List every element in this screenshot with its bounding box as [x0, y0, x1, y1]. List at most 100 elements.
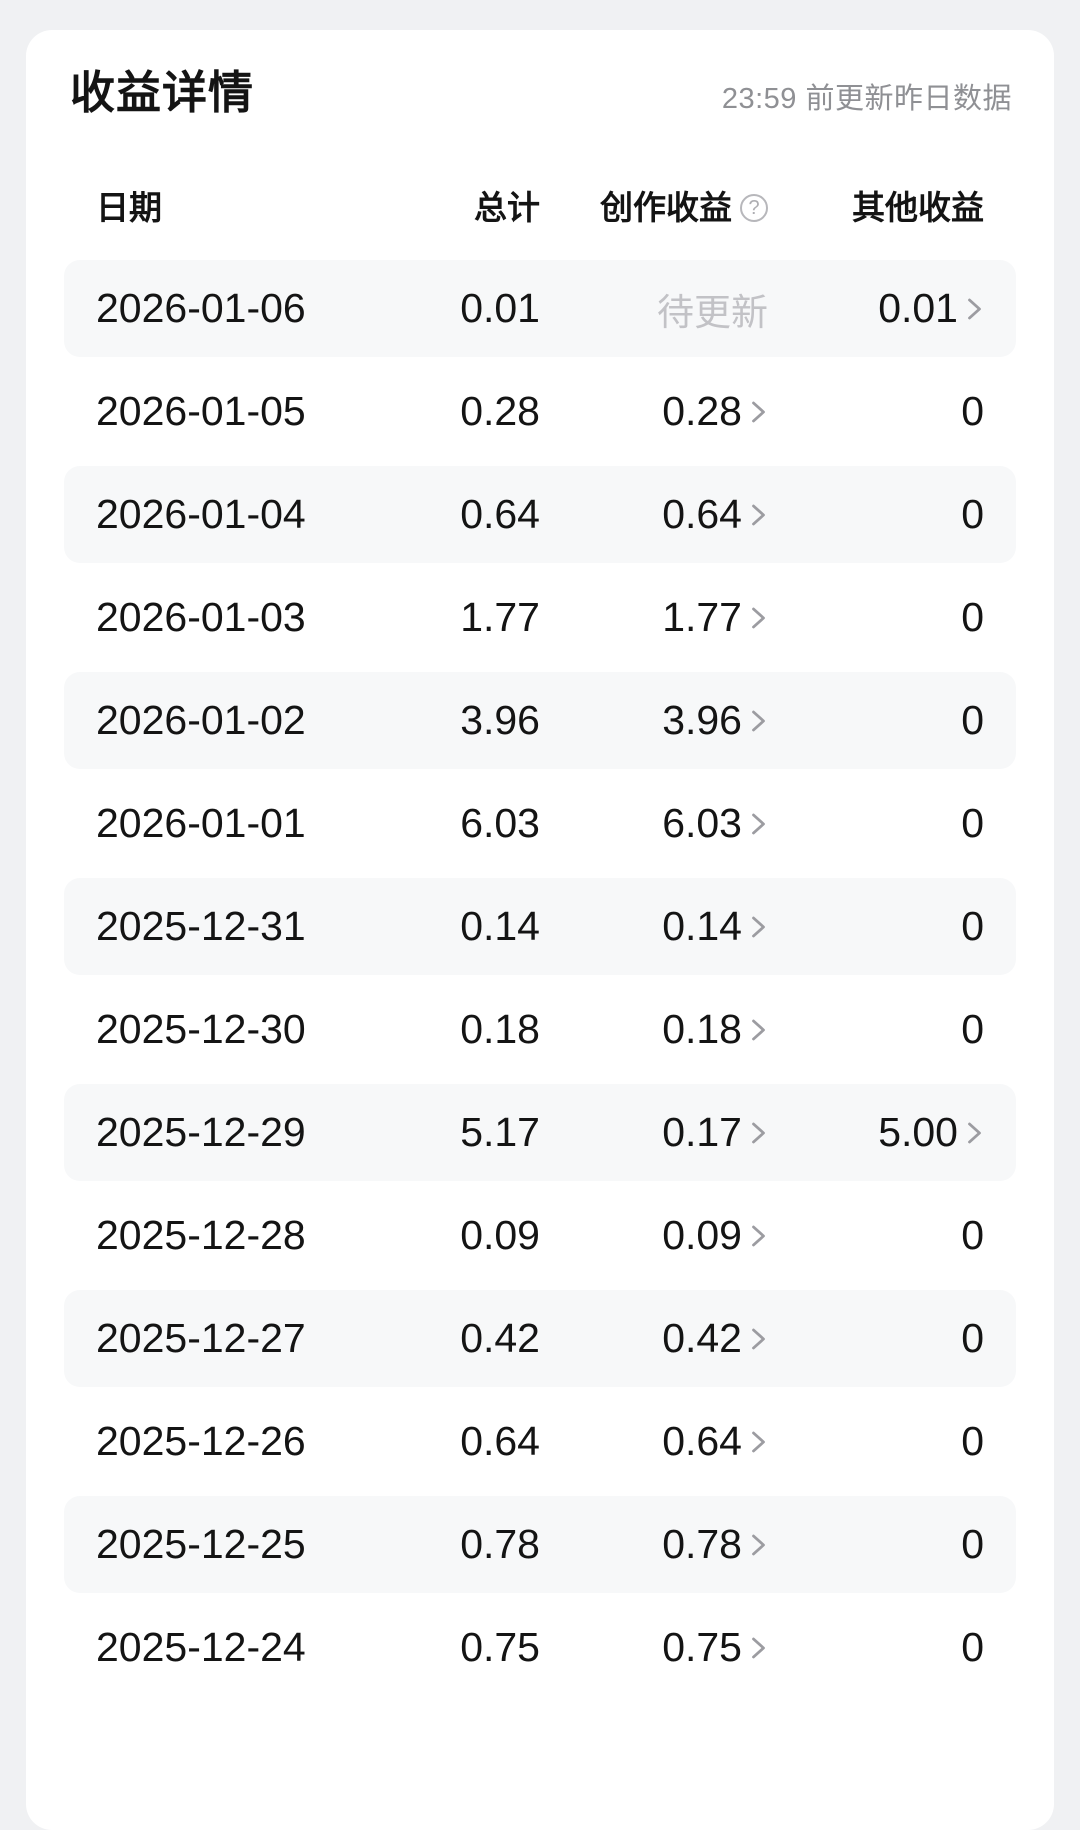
creation-earnings-link[interactable]: 0.42 [540, 1315, 768, 1362]
table-row: 2026-01-01 6.03 6.03 0 [64, 775, 1016, 872]
row-creation-value: 0.14 [662, 903, 742, 949]
creation-earnings-link: 待更新 [540, 282, 768, 336]
chevron-right-icon [752, 1019, 765, 1040]
row-total: 0.64 [460, 491, 540, 537]
help-icon[interactable]: ? [740, 194, 768, 222]
row-total: 0.28 [460, 388, 540, 434]
creation-earnings-link[interactable]: 0.28 [540, 388, 768, 435]
row-date: 2025-12-26 [96, 1418, 306, 1464]
row-date: 2025-12-25 [96, 1521, 306, 1567]
row-other-value: 0 [961, 388, 984, 434]
creation-earnings-link[interactable]: 0.78 [540, 1521, 768, 1568]
row-date: 2025-12-24 [96, 1624, 306, 1670]
row-other-value: 0 [961, 1315, 984, 1361]
row-other-value: 0 [961, 1418, 984, 1464]
row-other-value: 0 [961, 800, 984, 846]
chevron-right-icon [752, 1225, 765, 1246]
row-creation-value: 0.17 [662, 1109, 742, 1155]
table-row: 2025-12-25 0.78 0.78 0 [64, 1496, 1016, 1593]
row-total: 1.77 [460, 594, 540, 640]
column-header-creation: 创作收益 [600, 189, 732, 226]
row-date: 2025-12-28 [96, 1212, 306, 1258]
table-row: 2025-12-27 0.42 0.42 0 [64, 1290, 1016, 1387]
other-earnings-link[interactable]: 5.00 [768, 1109, 984, 1156]
other-earnings-link: 0 [768, 491, 984, 538]
chevron-right-icon [968, 298, 981, 319]
row-date: 2025-12-27 [96, 1315, 306, 1361]
row-other-value: 0 [961, 491, 984, 537]
row-other-value: 0 [961, 1624, 984, 1670]
row-date: 2026-01-05 [96, 388, 306, 434]
row-total: 0.75 [460, 1624, 540, 1670]
creation-earnings-link[interactable]: 3.96 [540, 697, 768, 744]
other-earnings-link: 0 [768, 903, 984, 950]
creation-earnings-link[interactable]: 0.75 [540, 1624, 768, 1671]
chevron-right-icon [752, 916, 765, 937]
table-row: 2026-01-06 0.01 待更新 0.01 [64, 260, 1016, 357]
column-header-other: 其他收益 [852, 189, 984, 226]
column-header-date: 日期 [96, 189, 162, 226]
chevron-right-icon [752, 710, 765, 731]
row-date: 2026-01-06 [96, 285, 306, 331]
row-total: 3.96 [460, 697, 540, 743]
table-row: 2025-12-31 0.14 0.14 0 [64, 878, 1016, 975]
chevron-right-icon [752, 607, 765, 628]
row-date: 2026-01-03 [96, 594, 306, 640]
row-creation-value: 待更新 [657, 291, 768, 333]
column-header-total: 总计 [474, 189, 540, 226]
chevron-right-icon [752, 813, 765, 834]
other-earnings-link: 0 [768, 800, 984, 847]
row-creation-value: 0.42 [662, 1315, 742, 1361]
chevron-right-icon [752, 1328, 765, 1349]
table-row: 2025-12-24 0.75 0.75 0 [64, 1599, 1016, 1696]
row-creation-value: 1.77 [662, 594, 742, 640]
row-other-value: 0 [961, 903, 984, 949]
table-row: 2026-01-05 0.28 0.28 0 [64, 363, 1016, 460]
other-earnings-link: 0 [768, 697, 984, 744]
card-header: 收益详情 23:59 前更新昨日数据 [64, 68, 1016, 118]
creation-earnings-link[interactable]: 6.03 [540, 800, 768, 847]
chevron-right-icon [752, 1534, 765, 1555]
other-earnings-link: 0 [768, 388, 984, 435]
row-other-value: 0 [961, 697, 984, 743]
table-header-row: 日期 总计 创作收益 ? 其他收益 [64, 188, 1016, 228]
row-creation-value: 3.96 [662, 697, 742, 743]
row-other-value: 0 [961, 1006, 984, 1052]
row-total: 0.14 [460, 903, 540, 949]
creation-earnings-link[interactable]: 0.18 [540, 1006, 768, 1053]
row-creation-value: 0.75 [662, 1624, 742, 1670]
other-earnings-link: 0 [768, 1418, 984, 1465]
row-other-value: 0 [961, 1521, 984, 1567]
other-earnings-link: 0 [768, 1006, 984, 1053]
other-earnings-link: 0 [768, 1624, 984, 1671]
row-date: 2026-01-04 [96, 491, 306, 537]
creation-earnings-link[interactable]: 0.14 [540, 903, 768, 950]
creation-earnings-link[interactable]: 0.64 [540, 1418, 768, 1465]
row-total: 0.09 [460, 1212, 540, 1258]
row-date: 2025-12-31 [96, 903, 306, 949]
table-row: 2026-01-03 1.77 1.77 0 [64, 569, 1016, 666]
row-total: 0.18 [460, 1006, 540, 1052]
earnings-detail-card: 收益详情 23:59 前更新昨日数据 日期 总计 创作收益 ? 其他收益 202… [26, 30, 1054, 1830]
row-creation-value: 0.64 [662, 1418, 742, 1464]
page-title: 收益详情 [70, 67, 255, 118]
other-earnings-link[interactable]: 0.01 [768, 285, 984, 332]
row-total: 0.78 [460, 1521, 540, 1567]
table-row: 2025-12-30 0.18 0.18 0 [64, 981, 1016, 1078]
chevron-right-icon [752, 1431, 765, 1452]
row-date: 2026-01-02 [96, 697, 306, 743]
creation-earnings-link[interactable]: 1.77 [540, 594, 768, 641]
table-row: 2025-12-29 5.17 0.17 5.00 [64, 1084, 1016, 1181]
table-row: 2025-12-28 0.09 0.09 0 [64, 1187, 1016, 1284]
row-total: 0.42 [460, 1315, 540, 1361]
other-earnings-link: 0 [768, 1521, 984, 1568]
creation-earnings-link[interactable]: 0.09 [540, 1212, 768, 1259]
row-creation-value: 6.03 [662, 800, 742, 846]
row-other-value: 5.00 [878, 1109, 958, 1155]
chevron-right-icon [752, 504, 765, 525]
table-row: 2026-01-02 3.96 3.96 0 [64, 672, 1016, 769]
creation-earnings-link[interactable]: 0.64 [540, 491, 768, 538]
creation-earnings-link[interactable]: 0.17 [540, 1109, 768, 1156]
update-notice: 23:59 前更新昨日数据 [721, 83, 1012, 115]
other-earnings-link: 0 [768, 1212, 984, 1259]
